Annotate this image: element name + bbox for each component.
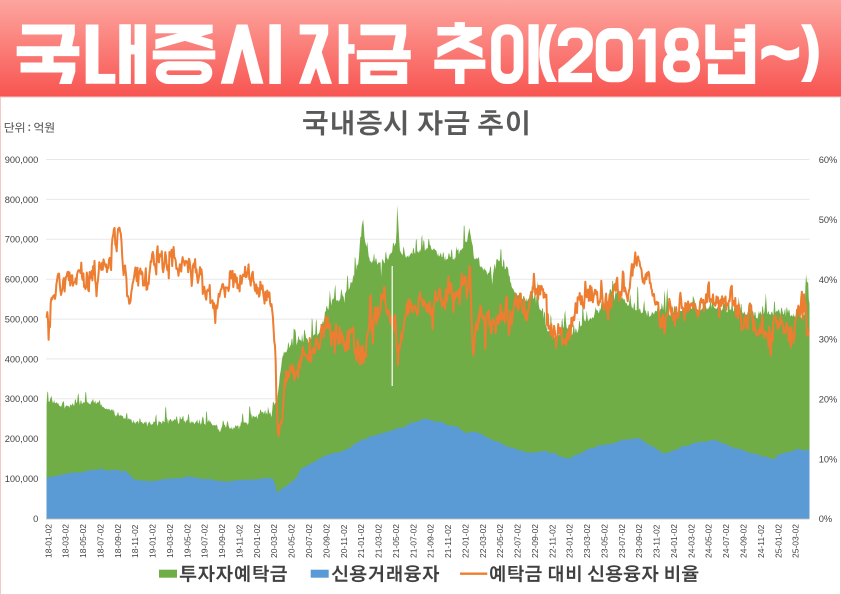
svg-text:20-01-02: 20-01-02 bbox=[252, 524, 262, 558]
svg-text:18-05-02: 18-05-02 bbox=[78, 524, 88, 558]
svg-text:500,000: 500,000 bbox=[5, 315, 39, 325]
svg-text:22-05-02: 22-05-02 bbox=[495, 524, 505, 558]
svg-text:20-11-02: 20-11-02 bbox=[339, 524, 349, 558]
svg-text:18-03-02: 18-03-02 bbox=[61, 524, 71, 558]
svg-text:24-07-02: 24-07-02 bbox=[721, 524, 731, 558]
svg-text:20%: 20% bbox=[819, 394, 838, 404]
svg-text:23-07-02: 23-07-02 bbox=[617, 524, 627, 558]
svg-text:22-01-02: 22-01-02 bbox=[460, 524, 470, 558]
svg-text:400,000: 400,000 bbox=[5, 354, 39, 364]
svg-text:30%: 30% bbox=[819, 335, 838, 345]
svg-text:23-01-02: 23-01-02 bbox=[565, 524, 575, 558]
svg-text:19-01-02: 19-01-02 bbox=[148, 524, 158, 558]
svg-text:19-03-02: 19-03-02 bbox=[165, 524, 175, 558]
svg-text:10%: 10% bbox=[819, 454, 838, 464]
svg-text:600,000: 600,000 bbox=[5, 275, 39, 285]
svg-text:21-01-02: 21-01-02 bbox=[356, 524, 366, 558]
svg-text:0%: 0% bbox=[819, 514, 832, 524]
svg-text:24-01-02: 24-01-02 bbox=[669, 524, 679, 558]
svg-text:40%: 40% bbox=[819, 275, 838, 285]
svg-text:20-07-02: 20-07-02 bbox=[304, 524, 314, 558]
svg-text:18-11-02: 18-11-02 bbox=[130, 524, 140, 558]
svg-text:60%: 60% bbox=[819, 155, 838, 165]
svg-text:23-09-02: 23-09-02 bbox=[634, 524, 644, 558]
svg-text:18-01-02: 18-01-02 bbox=[43, 524, 53, 558]
svg-text:300,000: 300,000 bbox=[5, 394, 39, 404]
svg-text:0: 0 bbox=[33, 514, 38, 524]
svg-text:800,000: 800,000 bbox=[5, 195, 39, 205]
svg-text:21-09-02: 21-09-02 bbox=[426, 524, 436, 558]
svg-text:21-03-02: 21-03-02 bbox=[374, 524, 384, 558]
svg-text:24-09-02: 24-09-02 bbox=[739, 524, 749, 558]
svg-text:19-07-02: 19-07-02 bbox=[200, 524, 210, 558]
svg-text:21-07-02: 21-07-02 bbox=[408, 524, 418, 558]
svg-text:20-09-02: 20-09-02 bbox=[321, 524, 331, 558]
svg-text:18-07-02: 18-07-02 bbox=[95, 524, 105, 558]
svg-text:23-03-02: 23-03-02 bbox=[582, 524, 592, 558]
svg-text:22-09-02: 22-09-02 bbox=[530, 524, 540, 558]
svg-text:100,000: 100,000 bbox=[5, 474, 39, 484]
svg-text:900,000: 900,000 bbox=[5, 155, 39, 165]
svg-text:21-05-02: 21-05-02 bbox=[391, 524, 401, 558]
svg-text:23-11-02: 23-11-02 bbox=[652, 524, 662, 558]
svg-text:18-09-02: 18-09-02 bbox=[113, 524, 123, 558]
svg-text:24-11-02: 24-11-02 bbox=[756, 524, 766, 558]
svg-text:22-11-02: 22-11-02 bbox=[547, 524, 557, 558]
svg-text:25-03-02: 25-03-02 bbox=[791, 524, 801, 558]
svg-text:25-01-02: 25-01-02 bbox=[773, 524, 783, 558]
svg-text:19-09-02: 19-09-02 bbox=[217, 524, 227, 558]
svg-text:21-11-02: 21-11-02 bbox=[443, 524, 453, 558]
svg-text:20-05-02: 20-05-02 bbox=[287, 524, 297, 558]
svg-text:200,000: 200,000 bbox=[5, 434, 39, 444]
svg-text:22-03-02: 22-03-02 bbox=[478, 524, 488, 558]
svg-text:24-05-02: 24-05-02 bbox=[704, 524, 714, 558]
svg-text:24-03-02: 24-03-02 bbox=[686, 524, 696, 558]
svg-text:19-05-02: 19-05-02 bbox=[182, 524, 192, 558]
svg-text:20-03-02: 20-03-02 bbox=[269, 524, 279, 558]
svg-text:19-11-02: 19-11-02 bbox=[235, 524, 245, 558]
svg-text:700,000: 700,000 bbox=[5, 235, 39, 245]
svg-text:22-07-02: 22-07-02 bbox=[513, 524, 523, 558]
svg-text:50%: 50% bbox=[819, 215, 838, 225]
svg-text:23-05-02: 23-05-02 bbox=[600, 524, 610, 558]
